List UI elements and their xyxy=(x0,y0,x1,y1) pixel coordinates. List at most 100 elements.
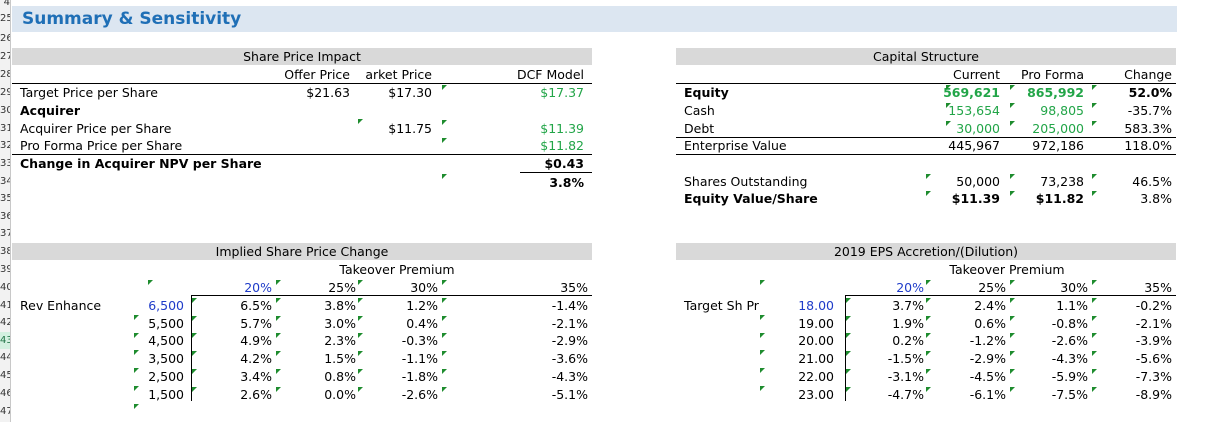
sensitivity-cell[interactable]: -3.1% xyxy=(887,369,924,384)
row-number[interactable]: 45 xyxy=(0,370,10,381)
row-number[interactable]: 36 xyxy=(0,211,10,222)
sensitivity-col-header[interactable]: 30% xyxy=(1060,280,1088,295)
sensitivity-cell[interactable]: -4.3% xyxy=(551,369,588,384)
sensitivity-row-header[interactable]: 4,500 xyxy=(148,333,184,348)
sensitivity-row-header[interactable]: 18.00 xyxy=(798,298,834,313)
debt-change[interactable]: 583.3% xyxy=(1124,121,1172,136)
cash-pro-forma[interactable]: 98,805 xyxy=(1040,103,1084,118)
evs-current[interactable]: $11.39 xyxy=(951,191,1000,206)
row-number[interactable]: 41 xyxy=(0,300,10,311)
row-number[interactable]: 26 xyxy=(0,33,10,44)
target-market-price[interactable]: $17.30 xyxy=(388,85,432,100)
sensitivity-cell[interactable]: 3.7% xyxy=(892,298,924,313)
sensitivity-cell[interactable]: -7.3% xyxy=(1135,369,1172,384)
sensitivity-cell[interactable]: 6.5% xyxy=(240,298,272,313)
sensitivity-cell[interactable]: 3.0% xyxy=(324,316,356,331)
sensitivity-row-header[interactable]: 2,500 xyxy=(148,369,184,384)
sensitivity-cell[interactable]: 1.2% xyxy=(406,298,438,313)
sensitivity-cell[interactable]: 0.8% xyxy=(324,369,356,384)
debt-pro-forma[interactable]: 205,000 xyxy=(1032,121,1084,136)
row-number[interactable]: 40 xyxy=(0,282,10,293)
row-number[interactable]: 43 xyxy=(0,332,10,349)
sensitivity-cell[interactable]: -1.1% xyxy=(401,351,438,366)
sensitivity-cell[interactable]: 2.6% xyxy=(240,387,272,402)
sensitivity-col-header[interactable]: 25% xyxy=(328,280,356,295)
sensitivity-row-header[interactable]: 1,500 xyxy=(148,387,184,402)
shares-change[interactable]: 46.5% xyxy=(1132,174,1172,189)
sensitivity-cell[interactable]: -2.1% xyxy=(551,316,588,331)
equity-change[interactable]: 52.0% xyxy=(1128,85,1172,100)
sensitivity-cell[interactable]: -8.9% xyxy=(1135,387,1172,402)
sensitivity-cell[interactable]: 0.4% xyxy=(406,316,438,331)
sensitivity-cell[interactable]: -7.5% xyxy=(1051,387,1088,402)
sensitivity-cell[interactable]: 5.7% xyxy=(240,316,272,331)
sensitivity-cell[interactable]: -2.6% xyxy=(1051,333,1088,348)
sensitivity-cell[interactable]: -4.7% xyxy=(887,387,924,402)
sensitivity-cell[interactable]: -2.9% xyxy=(969,351,1006,366)
sensitivity-cell[interactable]: 1.1% xyxy=(1056,298,1088,313)
equity-pro-forma[interactable]: 865,992 xyxy=(1027,85,1084,100)
sensitivity-row-header[interactable]: 19.00 xyxy=(798,316,834,331)
sensitivity-cell[interactable]: 4.9% xyxy=(240,333,272,348)
sensitivity-col-header[interactable]: 25% xyxy=(978,280,1006,295)
row-number[interactable]: 29 xyxy=(0,87,10,98)
change-npv-value[interactable]: $0.43 xyxy=(544,156,584,171)
sensitivity-cell[interactable]: -4.5% xyxy=(969,369,1006,384)
sensitivity-col-header[interactable]: 30% xyxy=(410,280,438,295)
sensitivity-cell[interactable]: 0.6% xyxy=(974,316,1006,331)
sensitivity-cell[interactable]: 3.8% xyxy=(324,298,356,313)
sensitivity-cell[interactable]: 2.3% xyxy=(324,333,356,348)
row-number[interactable]: 35 xyxy=(0,193,10,204)
ev-pro-forma[interactable]: 972,186 xyxy=(1032,138,1084,153)
cash-change[interactable]: -35.7% xyxy=(1127,103,1172,118)
sensitivity-row-header[interactable]: 5,500 xyxy=(148,316,184,331)
sensitivity-cell[interactable]: -0.3% xyxy=(401,333,438,348)
row-number[interactable]: 46 xyxy=(0,388,10,399)
sensitivity-row-header[interactable]: 6,500 xyxy=(148,298,184,313)
sensitivity-cell[interactable]: -0.8% xyxy=(1051,316,1088,331)
sensitivity-cell[interactable]: -1.2% xyxy=(969,333,1006,348)
pro-forma-dcf-price[interactable]: $11.82 xyxy=(540,138,584,153)
evs-pro-forma[interactable]: $11.82 xyxy=(1035,191,1084,206)
acquirer-market-price[interactable]: $11.75 xyxy=(388,121,432,136)
sensitivity-cell[interactable]: 4.2% xyxy=(240,351,272,366)
evs-change[interactable]: 3.8% xyxy=(1140,191,1172,206)
sensitivity-cell[interactable]: -5.1% xyxy=(551,387,588,402)
sensitivity-cell[interactable]: -1.4% xyxy=(551,298,588,313)
sensitivity-cell[interactable]: -2.9% xyxy=(551,333,588,348)
sensitivity-cell[interactable]: -5.6% xyxy=(1135,351,1172,366)
ev-change[interactable]: 118.0% xyxy=(1124,138,1172,153)
row-number[interactable]: 28 xyxy=(0,69,10,80)
ev-current[interactable]: 445,967 xyxy=(948,138,1000,153)
equity-current[interactable]: 569,621 xyxy=(943,85,1000,100)
row-number[interactable]: 42 xyxy=(0,317,10,328)
sensitivity-cell[interactable]: -0.2% xyxy=(1135,298,1172,313)
row-number[interactable]: 33 xyxy=(0,158,10,169)
row-number[interactable]: 27 xyxy=(0,51,10,62)
row-number[interactable]: 25 xyxy=(0,13,10,24)
sensitivity-cell[interactable]: -3.9% xyxy=(1135,333,1172,348)
row-number[interactable]: 34 xyxy=(0,176,10,187)
sensitivity-cell[interactable]: 1.5% xyxy=(324,351,356,366)
sensitivity-cell[interactable]: -2.1% xyxy=(1135,316,1172,331)
row-number[interactable]: 47 xyxy=(0,406,10,417)
row-number[interactable]: 44 xyxy=(0,352,10,363)
sensitivity-row-header[interactable]: 3,500 xyxy=(148,351,184,366)
sensitivity-cell[interactable]: -1.8% xyxy=(401,369,438,384)
row-number[interactable]: 39 xyxy=(0,264,10,275)
sensitivity-cell[interactable]: 1.9% xyxy=(892,316,924,331)
sensitivity-cell[interactable]: -3.6% xyxy=(551,351,588,366)
sensitivity-row-header[interactable]: 23.00 xyxy=(798,387,834,402)
row-number[interactable]: 4 xyxy=(3,0,10,8)
shares-current[interactable]: 50,000 xyxy=(956,174,1000,189)
row-number[interactable]: 31 xyxy=(0,123,10,134)
sensitivity-row-header[interactable]: 21.00 xyxy=(798,351,834,366)
sensitivity-cell[interactable]: -1.5% xyxy=(887,351,924,366)
target-dcf-price[interactable]: $17.37 xyxy=(540,85,584,100)
sensitivity-cell[interactable]: -6.1% xyxy=(969,387,1006,402)
sensitivity-row-header[interactable]: 22.00 xyxy=(798,369,834,384)
row-number[interactable]: 37 xyxy=(0,228,10,239)
sensitivity-cell[interactable]: 0.2% xyxy=(892,333,924,348)
shares-pro-forma[interactable]: 73,238 xyxy=(1040,174,1084,189)
change-npv-pct[interactable]: 3.8% xyxy=(549,175,584,190)
